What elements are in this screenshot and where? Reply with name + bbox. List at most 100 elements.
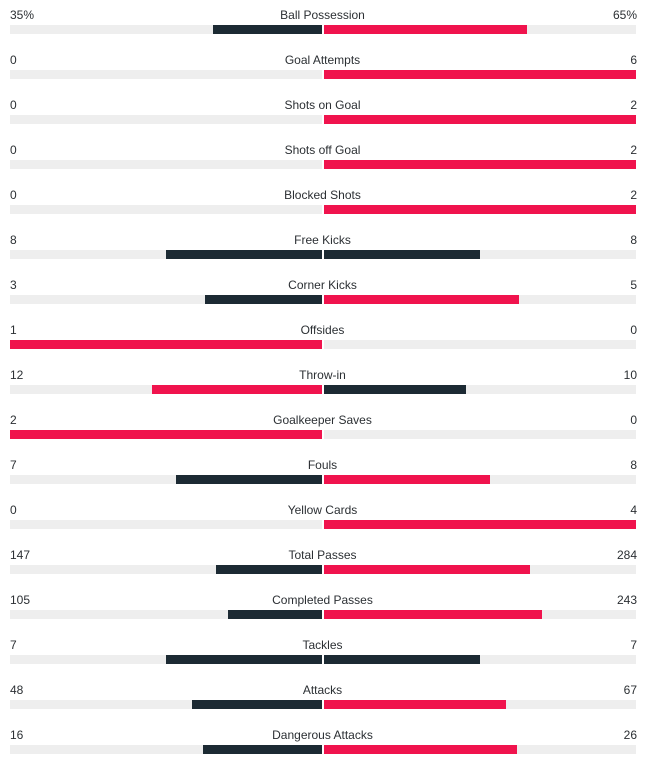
stat-bar	[10, 700, 636, 709]
home-bar-track	[10, 475, 322, 484]
stat-bar	[10, 160, 636, 169]
away-value: 7	[630, 638, 637, 652]
stat-row: 0 Shots on Goal 2	[0, 90, 645, 135]
away-bar-track	[324, 610, 636, 619]
home-bar-fill	[216, 565, 322, 574]
stat-label: Goalkeeper Saves	[273, 413, 372, 427]
home-bar-track	[10, 655, 322, 664]
stat-label: Total Passes	[288, 548, 357, 562]
stat-row: 2 Goalkeeper Saves 0	[0, 405, 645, 450]
stat-bar	[10, 745, 636, 754]
stat-label: Shots on Goal	[284, 98, 361, 112]
stat-bar	[10, 430, 636, 439]
stat-bar	[10, 385, 636, 394]
stat-label: Goal Attempts	[284, 53, 361, 67]
away-value: 4	[630, 503, 637, 517]
home-bar-fill	[166, 250, 322, 259]
away-value: 5	[630, 278, 637, 292]
away-bar-fill	[324, 475, 490, 484]
away-bar-fill	[324, 250, 480, 259]
stat-label: Fouls	[307, 458, 338, 472]
stat-bar	[10, 115, 636, 124]
home-value: 3	[10, 278, 17, 292]
away-value: 8	[630, 458, 637, 472]
stat-label: Ball Possession	[280, 8, 365, 22]
away-bar-fill	[324, 70, 636, 79]
stat-bar	[10, 250, 636, 259]
stat-row: 8 Free Kicks 8	[0, 225, 645, 270]
stat-row: 7 Tackles 7	[0, 630, 645, 675]
home-bar-track	[10, 115, 322, 124]
stat-row: 7 Fouls 8	[0, 450, 645, 495]
away-bar-track	[324, 70, 636, 79]
home-value: 0	[10, 98, 17, 112]
home-value: 0	[10, 53, 17, 67]
home-bar-track	[10, 25, 322, 34]
home-bar-track	[10, 610, 322, 619]
home-bar-track	[10, 700, 322, 709]
home-value: 8	[10, 233, 17, 247]
away-bar-fill	[324, 160, 636, 169]
away-bar-track	[324, 340, 636, 349]
away-bar-fill	[324, 205, 636, 214]
away-bar-track	[324, 25, 636, 34]
home-bar-fill	[203, 745, 322, 754]
stat-row: 1 Offsides 0	[0, 315, 645, 360]
away-value: 65%	[612, 8, 637, 22]
stat-label: Yellow Cards	[287, 503, 358, 517]
home-bar-fill	[10, 430, 322, 439]
home-bar-track	[10, 70, 322, 79]
away-bar-fill	[324, 25, 527, 34]
home-bar-fill	[205, 295, 322, 304]
stat-bar	[10, 520, 636, 529]
stat-bar	[10, 475, 636, 484]
home-bar-track	[10, 160, 322, 169]
away-bar-track	[324, 745, 636, 754]
home-value: 105	[10, 593, 31, 607]
stat-row: 0 Yellow Cards 4	[0, 495, 645, 540]
away-bar-track	[324, 250, 636, 259]
home-bar-track	[10, 295, 322, 304]
away-bar-track	[324, 295, 636, 304]
home-value: 1	[10, 323, 17, 337]
stat-label: Attacks	[302, 683, 343, 697]
home-value: 0	[10, 503, 17, 517]
away-value: 284	[616, 548, 637, 562]
away-bar-track	[324, 160, 636, 169]
home-value: 48	[10, 683, 24, 697]
away-bar-track	[324, 520, 636, 529]
away-value: 6	[630, 53, 637, 67]
home-bar-track	[10, 745, 322, 754]
stat-bar	[10, 565, 636, 574]
stat-bar	[10, 205, 636, 214]
stat-bar	[10, 610, 636, 619]
away-value: 0	[630, 323, 637, 337]
away-bar-track	[324, 385, 636, 394]
stat-bar	[10, 295, 636, 304]
away-bar-track	[324, 430, 636, 439]
stat-bar	[10, 655, 636, 664]
home-value: 2	[10, 413, 17, 427]
away-value: 2	[630, 98, 637, 112]
away-bar-track	[324, 655, 636, 664]
home-value: 35%	[10, 8, 35, 22]
stat-label: Shots off Goal	[284, 143, 361, 157]
home-bar-track	[10, 565, 322, 574]
away-bar-fill	[324, 745, 517, 754]
away-value: 8	[630, 233, 637, 247]
stat-row: 0 Blocked Shots 2	[0, 180, 645, 225]
stat-row: 35% Ball Possession 65%	[0, 0, 645, 45]
stat-label: Tackles	[302, 638, 343, 652]
stat-label: Completed Passes	[272, 593, 373, 607]
home-bar-fill	[192, 700, 322, 709]
home-bar-fill	[152, 385, 322, 394]
stat-label: Corner Kicks	[288, 278, 357, 292]
home-bar-fill	[176, 475, 322, 484]
stat-row: 12 Throw-in 10	[0, 360, 645, 405]
away-bar-track	[324, 205, 636, 214]
home-bar-fill	[166, 655, 322, 664]
away-bar-track	[324, 565, 636, 574]
away-bar-fill	[324, 655, 480, 664]
away-bar-track	[324, 115, 636, 124]
away-bar-fill	[324, 385, 466, 394]
